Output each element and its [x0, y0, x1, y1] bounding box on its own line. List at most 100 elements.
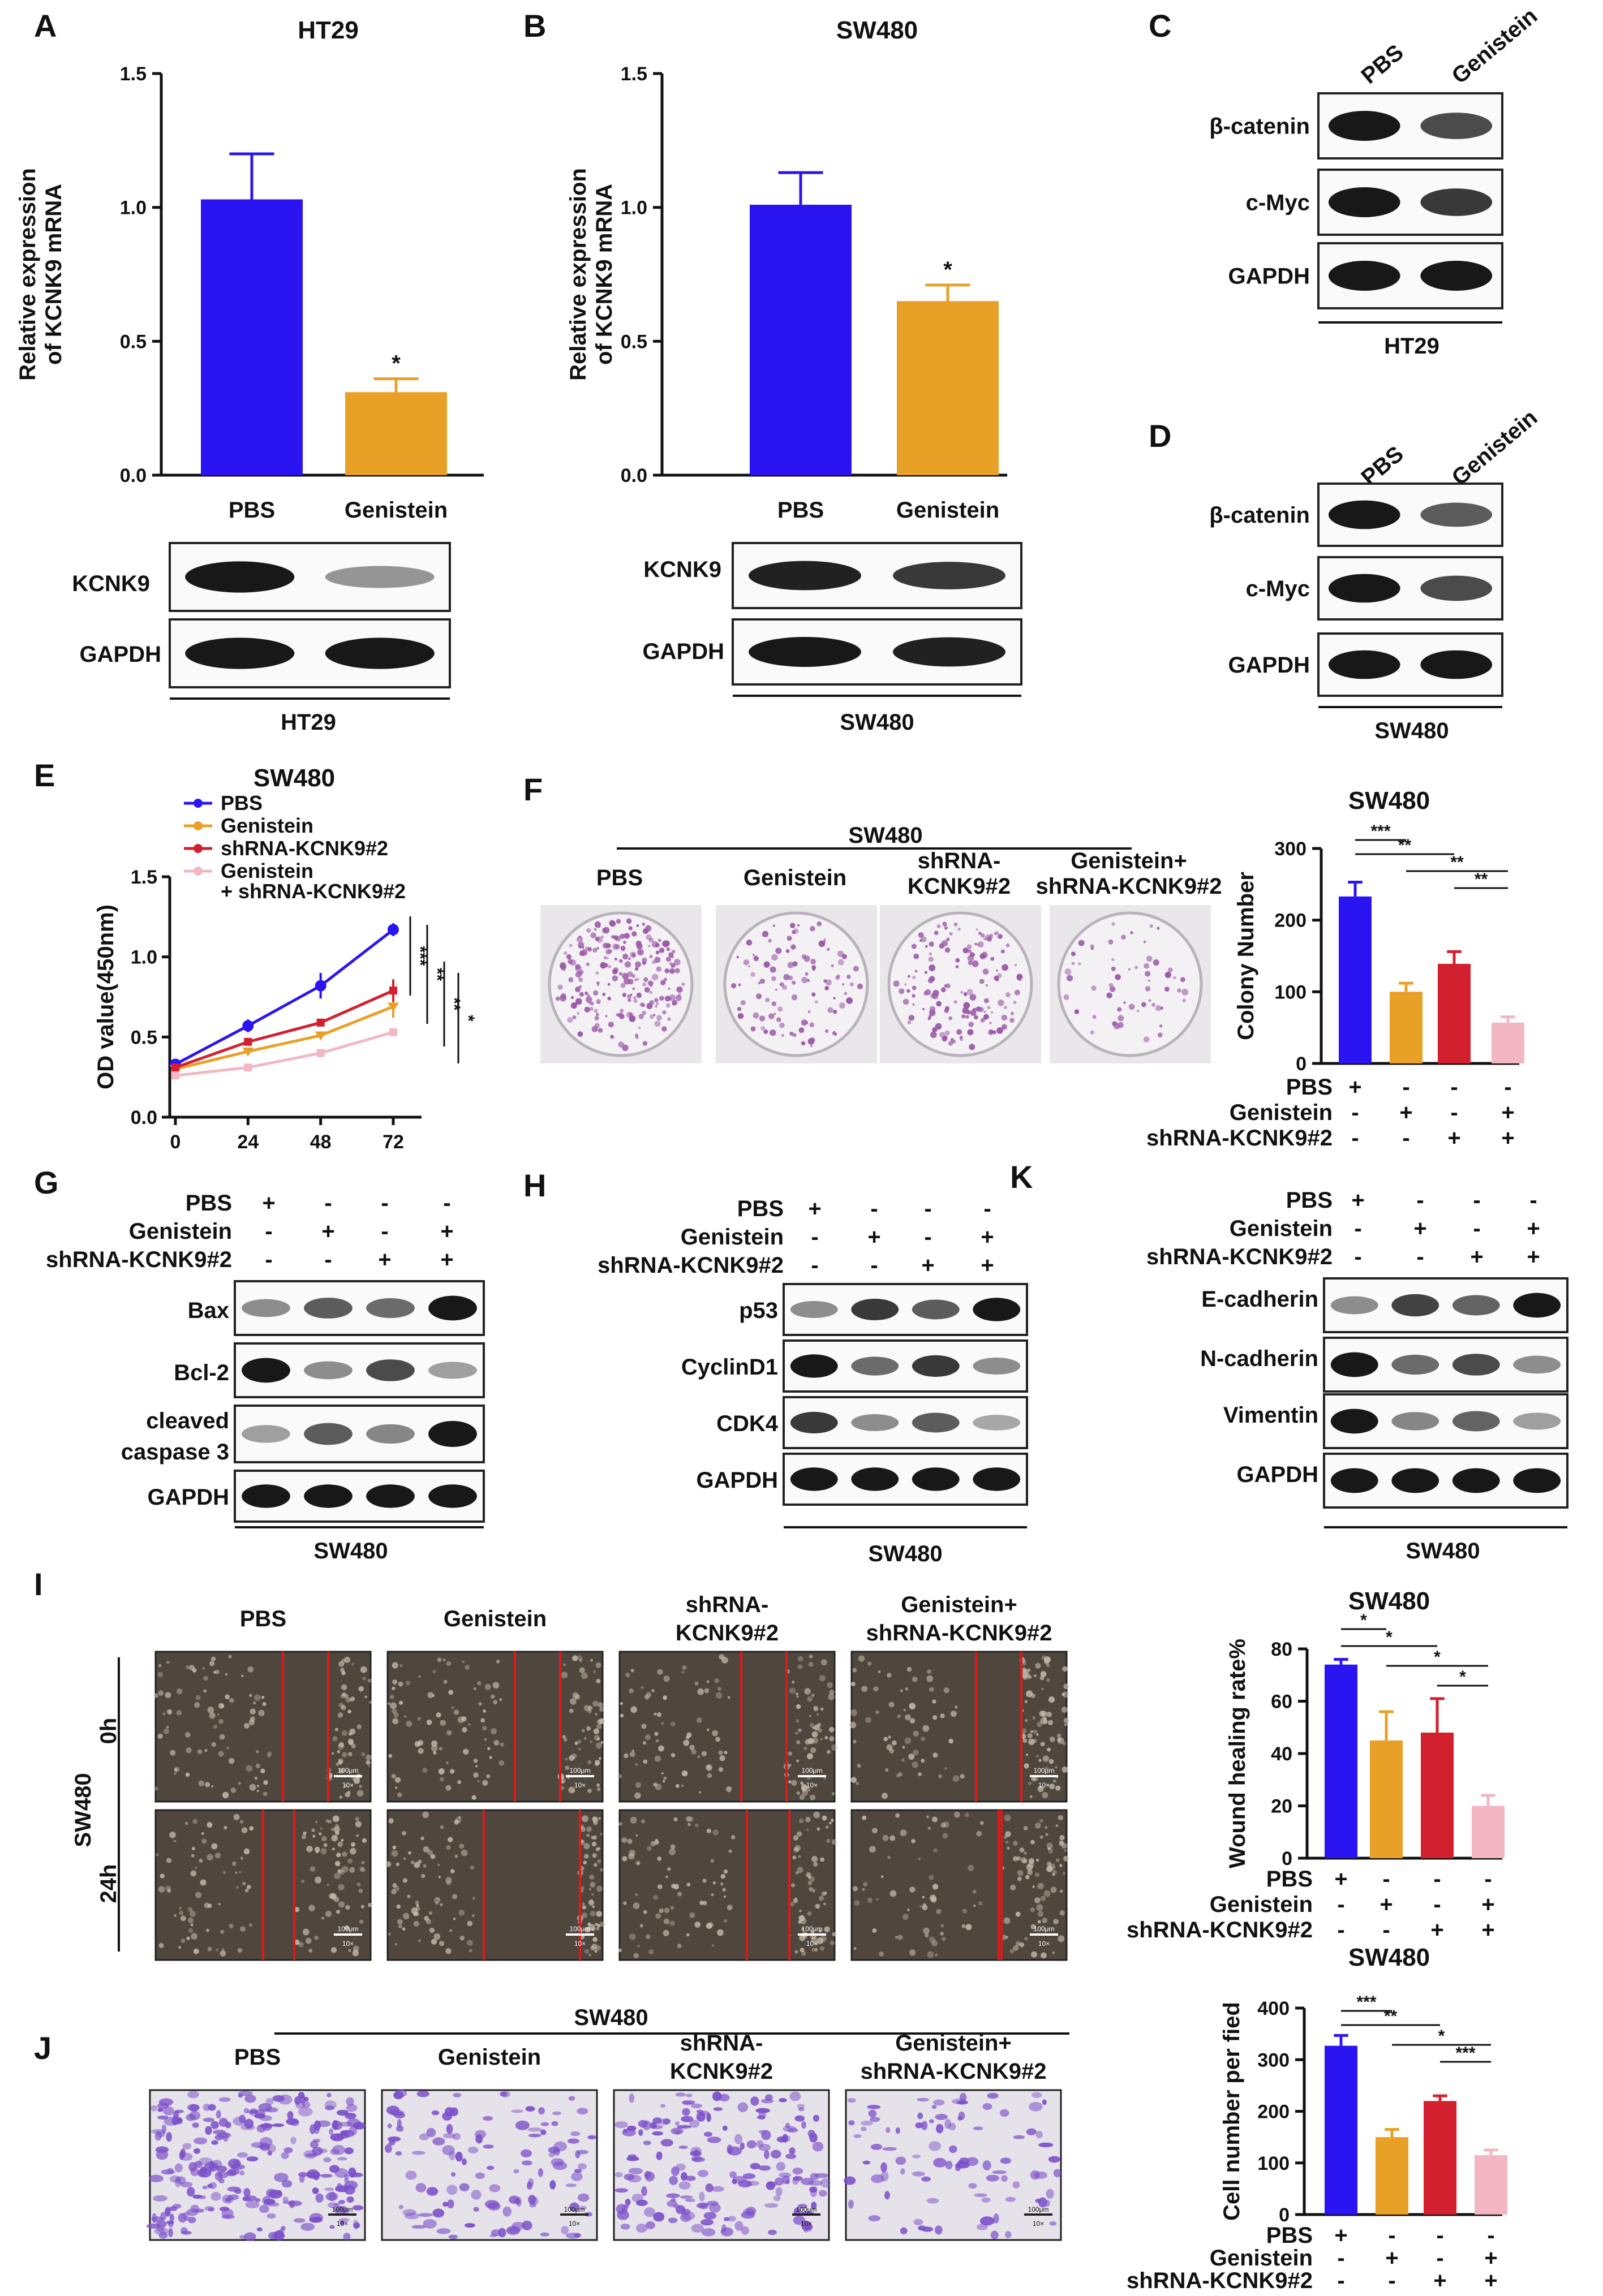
cell-texture — [801, 1784, 808, 1791]
colony — [575, 998, 582, 1005]
migrated-cell — [626, 2156, 639, 2161]
cell-texture — [1047, 1720, 1054, 1726]
cell-texture — [952, 1775, 960, 1782]
cell-texture — [579, 1667, 585, 1673]
cell-texture — [1030, 1924, 1036, 1930]
colony — [922, 1007, 925, 1010]
colony — [672, 1001, 676, 1006]
cell-texture — [301, 1879, 305, 1883]
migrated-cell — [690, 2151, 702, 2157]
cell-texture — [339, 1795, 343, 1799]
caspase3-band — [304, 1423, 353, 1445]
cell-texture — [814, 1724, 820, 1731]
cell-texture — [391, 1850, 398, 1857]
migrated-cell — [1049, 2221, 1057, 2226]
treatment-label: shRNA-KCNK9#2 — [1127, 2268, 1313, 2293]
cell-texture — [923, 1927, 930, 1935]
magnification-label: 10× — [806, 1940, 818, 1948]
bar — [1390, 992, 1422, 1063]
bax-band — [304, 1298, 353, 1319]
cell-texture — [248, 1719, 255, 1726]
migrated-cell — [168, 2228, 173, 2238]
cell-texture — [1043, 1716, 1047, 1720]
significance-mark: ** — [1450, 853, 1464, 872]
cell-texture — [577, 1655, 583, 1661]
cell-texture — [850, 1777, 857, 1783]
migrated-cell — [1044, 2200, 1051, 2207]
colony — [980, 933, 985, 938]
cell-line-label: HT29 — [281, 710, 336, 735]
protein-band — [1452, 1354, 1500, 1376]
migrated-cell — [290, 2136, 296, 2144]
cell-texture — [187, 1907, 193, 1912]
cell-texture — [689, 1912, 695, 1919]
cell-texture — [454, 1854, 458, 1858]
migrated-cell — [929, 2119, 934, 2123]
colony — [810, 926, 815, 932]
treatment-sign: + — [1481, 1892, 1494, 1917]
colony — [803, 955, 810, 962]
legend-marker — [194, 867, 203, 876]
cell-texture — [820, 1737, 823, 1741]
cell-texture — [797, 1664, 803, 1669]
colony — [1148, 999, 1151, 1002]
cell-texture — [940, 1822, 946, 1828]
colony — [652, 960, 656, 964]
cell-texture — [364, 1695, 367, 1698]
cell-texture — [166, 1661, 170, 1664]
migrated-cell — [174, 2177, 182, 2188]
cell-texture — [670, 1721, 676, 1726]
cell-texture — [907, 1909, 910, 1911]
migrated-cell — [992, 2170, 1007, 2174]
migrated-cell — [390, 2110, 404, 2116]
migrated-cell — [746, 2140, 757, 2149]
migrated-cell — [797, 2204, 807, 2209]
migrated-cell — [707, 2200, 719, 2206]
cell-texture — [593, 1863, 598, 1867]
cell-texture — [195, 1695, 201, 1700]
colony — [602, 993, 606, 996]
treatment-sign: - — [1382, 1918, 1390, 1942]
colony — [675, 994, 682, 1001]
colony — [608, 1022, 614, 1028]
migrated-cell — [671, 2127, 684, 2135]
cell-texture — [657, 1884, 663, 1889]
colony — [963, 992, 968, 997]
migrated-cell — [895, 2156, 906, 2165]
colony — [1113, 1023, 1120, 1029]
treatment-sign: + — [981, 1225, 994, 1250]
cell-texture — [432, 1669, 436, 1674]
colony — [846, 997, 853, 1004]
cell-texture — [500, 1742, 504, 1747]
migrated-cell — [575, 2150, 581, 2159]
colony — [940, 987, 946, 993]
cell-texture — [824, 1736, 828, 1739]
migrated-cell — [194, 2148, 200, 2154]
migrated-cell — [418, 2213, 433, 2217]
migrated-cell — [515, 2120, 530, 2130]
colony — [642, 957, 647, 963]
cell-texture — [887, 1673, 892, 1678]
colony — [1146, 955, 1153, 962]
chart-title: SW480 — [1348, 1944, 1430, 1971]
colony — [914, 970, 918, 973]
migrated-cell — [204, 2162, 218, 2172]
cell-texture — [656, 1712, 662, 1717]
treatment-sign: - — [381, 1191, 388, 1216]
cell-texture — [421, 1873, 426, 1879]
cell-texture — [226, 1746, 230, 1750]
cell-texture — [932, 1884, 939, 1890]
migrated-cell — [677, 2125, 692, 2129]
data-point — [316, 1049, 325, 1057]
cell-texture — [330, 1946, 337, 1953]
colony — [949, 932, 953, 936]
cell-texture — [812, 1889, 816, 1892]
cell-texture — [811, 1731, 818, 1738]
cell-texture — [695, 1823, 699, 1828]
cell-texture — [1009, 1949, 1015, 1954]
cell-texture — [643, 1759, 648, 1764]
colony — [585, 991, 588, 995]
colony — [1110, 986, 1116, 992]
cell-texture — [1037, 1911, 1044, 1917]
colony — [1128, 1003, 1135, 1010]
